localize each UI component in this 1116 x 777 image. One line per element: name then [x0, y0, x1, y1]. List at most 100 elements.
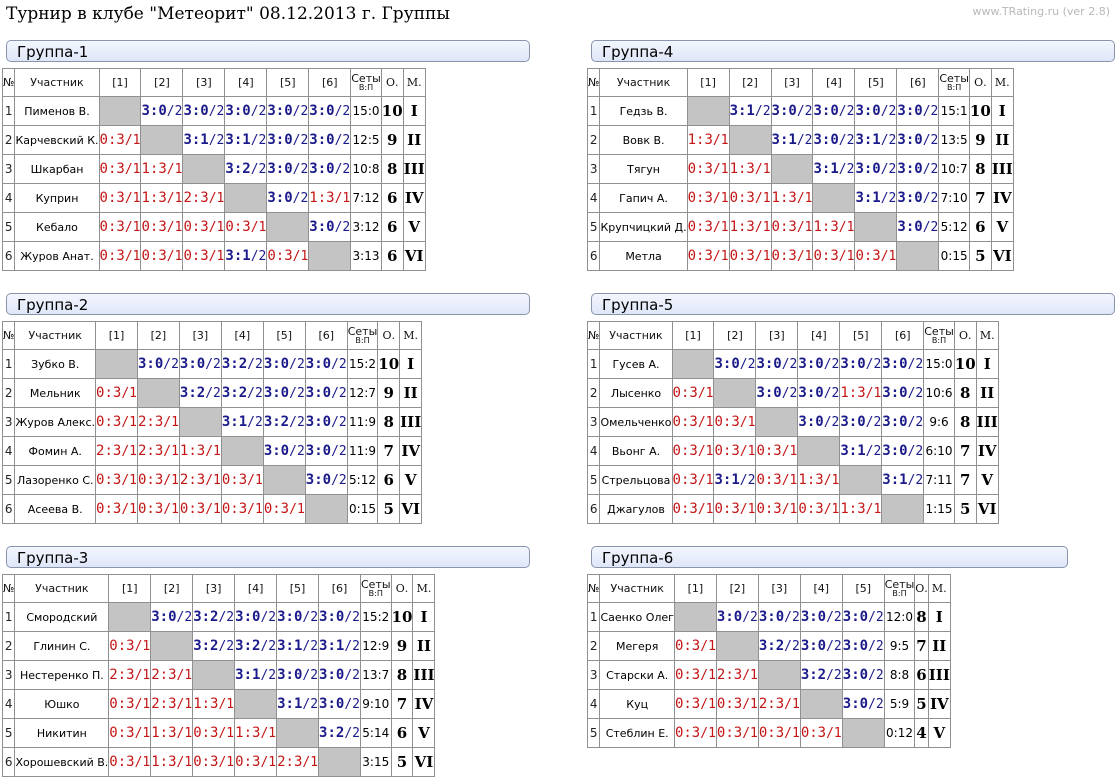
header-points: О. [953, 321, 977, 350]
match-result: 0:3/1 [98, 241, 142, 271]
header-points: О. [968, 68, 992, 97]
table-row: 6 Джагулов 0:3/1 0:3/1 0:3/1 0:3/1 1:3/1 1:15 5 V… [586, 494, 999, 524]
match-result: 3:0/2 [755, 349, 799, 379]
player-number: 1 [1, 602, 16, 632]
match-result: 3:0/2 [841, 631, 885, 661]
player-number: 2 [1, 378, 16, 408]
header-num: № [586, 68, 601, 97]
header-points: О. [914, 574, 929, 603]
header-sets: Сеты В:П [883, 574, 916, 603]
player-sets: 0:12 [883, 718, 916, 748]
player-name: Хорошевский В. [14, 747, 110, 777]
match-result: 3:1/2 [854, 183, 898, 213]
player-name: Стрельцова [599, 465, 673, 495]
player-place: I [927, 602, 951, 632]
table-row: 4 Юшко 0:3/1 2:3/1 1:3/1 3:1/2 3:0/2 9:10 7 IV [1, 689, 436, 719]
header-opponent-2: [2] [136, 321, 180, 350]
self-cell [755, 407, 799, 437]
match-result: 3:0/2 [715, 602, 759, 632]
header-row: № Участник [1] [2] [3] [4] [5] [6] Сеты В:П О. М. [1, 574, 436, 603]
match-result: 0:3/1 [234, 747, 278, 777]
match-result: 3:0/2 [304, 436, 348, 466]
player-place: II [975, 378, 999, 408]
match-result: 3:0/2 [276, 660, 320, 690]
header-points: О. [377, 321, 401, 350]
header-opponent-3: [3] [755, 321, 799, 350]
player-sets: 13:5 [938, 125, 970, 155]
player-place: II [412, 631, 436, 661]
player-points: 8 [914, 602, 929, 632]
player-number: 3 [1, 154, 16, 184]
match-result: 3:2/2 [192, 602, 236, 632]
match-result: 3:0/2 [841, 602, 885, 632]
player-sets: 15:0 [350, 96, 382, 126]
match-result: 3:2/2 [318, 718, 361, 748]
match-result: 3:0/2 [308, 96, 352, 126]
match-result: 3:0/2 [304, 465, 348, 495]
header-opponent-3: [3] [182, 68, 226, 97]
header-num: № [1, 574, 16, 603]
player-points: 9 [377, 378, 401, 408]
self-cell [95, 349, 138, 379]
match-result: 3:0/2 [304, 349, 348, 379]
match-result: 3:0/2 [318, 602, 361, 632]
player-number: 5 [586, 718, 601, 748]
match-result: 0:3/1 [98, 154, 142, 184]
self-cell [812, 183, 856, 213]
header-sets-sub: В:П [368, 589, 383, 598]
player-number: 4 [1, 183, 16, 213]
match-result: 0:3/1 [671, 494, 715, 524]
table-row: 5 Лазоренко С. 0:3/1 0:3/1 2:3/1 0:3/1 3:0/2 5:… [1, 465, 423, 495]
match-result: 3:0/2 [308, 125, 352, 155]
self-cell [304, 494, 348, 524]
header-row: № Участник [1] [2] [3] [4] [5] [6] Сеты В:П О. М. [586, 68, 1014, 97]
match-result: 1:3/1 [150, 718, 194, 748]
self-cell [673, 602, 717, 632]
match-result: 3:0/2 [713, 349, 757, 379]
header-row: № Участник [1] [2] [3] [4] [5] [6] Сеты В:П О. М. [1, 68, 426, 97]
player-number: 1 [586, 96, 601, 126]
match-result: 3:0/2 [266, 125, 310, 155]
self-cell [839, 465, 883, 495]
player-place: V [990, 212, 1014, 242]
header-place: М. [399, 321, 423, 350]
player-number: 2 [586, 631, 601, 661]
player-sets: 9:10 [360, 689, 392, 719]
player-sets: 7:12 [350, 183, 382, 213]
page-title: Турнир в клубе "Метеорит" 08.12.2013 г. … [6, 4, 450, 24]
match-result: 0:3/1 [192, 718, 236, 748]
player-sets: 5:12 [346, 465, 379, 495]
match-result: 3:0/2 [262, 378, 306, 408]
group-table: № Участник [1] [2] [3] [4] [5] [6] Сеты В:П О. М. 1 Г… [586, 68, 1014, 271]
match-result: 3:0/2 [224, 96, 268, 126]
player-place: IV [412, 689, 436, 719]
watermark[interactable]: www.TRating.ru (ver 2.8) [972, 5, 1110, 18]
match-result: 3:0/2 [266, 154, 310, 184]
player-place: VI [990, 241, 1014, 271]
match-result: 3:1/2 [276, 631, 320, 661]
header-opponent-4: [4] [797, 321, 841, 350]
match-result: 0:3/1 [266, 241, 310, 271]
match-result: 3:0/2 [304, 378, 348, 408]
match-result: 3:0/2 [308, 154, 352, 184]
match-result: 3:2/2 [192, 631, 236, 661]
match-result: 2:3/1 [95, 436, 138, 466]
table-row: 5 Кебало 0:3/1 0:3/1 0:3/1 0:3/1 3:0/2 3:12 6 V [1, 212, 426, 242]
player-points: 8 [953, 378, 977, 408]
player-sets: 0:15 [346, 494, 379, 524]
header-opponent-2: [2] [713, 321, 757, 350]
player-points: 6 [380, 241, 404, 271]
player-place: V [975, 465, 999, 495]
player-number: 6 [1, 241, 16, 271]
header-opponent-5: [5] [276, 574, 320, 603]
group-table: № Участник [1] [2] [3] [4] [5] [6] Сеты В:П О. М. 1 П… [1, 68, 426, 271]
table-row: 1 Зубко В. 3:0/2 3:0/2 3:2/2 3:0/2 3:0/2 15:2 10… [1, 349, 423, 379]
header-sets: Сеты В:П [938, 68, 970, 97]
match-result: 0:3/1 [713, 436, 757, 466]
player-sets: 13:7 [360, 660, 392, 690]
match-result: 2:3/1 [136, 436, 180, 466]
header-opponent-5: [5] [839, 321, 883, 350]
header-opponent-2: [2] [728, 68, 772, 97]
header-num: № [586, 574, 601, 603]
match-result: 0:3/1 [671, 378, 715, 408]
